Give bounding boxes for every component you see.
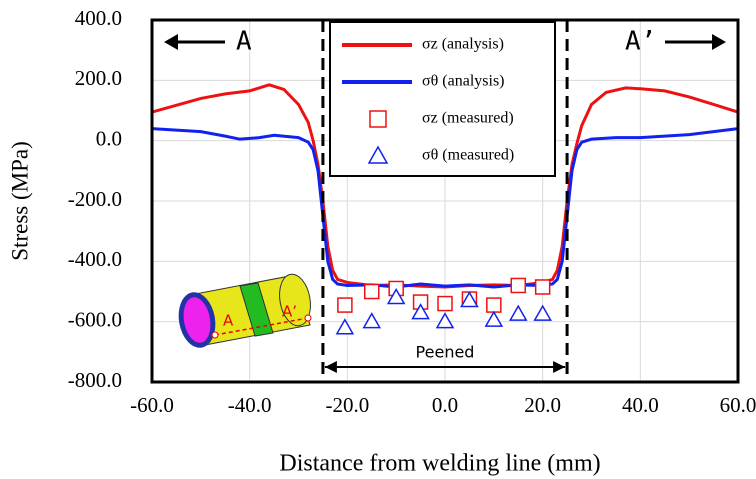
triangle-marker	[460, 291, 479, 308]
square-marker	[510, 277, 526, 294]
arrow-head	[712, 34, 726, 50]
triangle-marker	[386, 288, 406, 305]
square-marker	[337, 297, 353, 313]
square-marker	[437, 295, 453, 312]
legend-label: σθ (measured)	[422, 147, 514, 164]
x-axis-label: Distance from welding line (mm)	[279, 451, 600, 477]
line-series	[151, 127, 739, 289]
y-tick-label: -600.0	[68, 307, 122, 331]
y-tick-label: 0.0	[96, 126, 122, 150]
x-tick-label: -20.0	[325, 393, 369, 417]
y-tick-label: -200.0	[68, 187, 122, 211]
legend-label: σz (analysis)	[422, 36, 504, 53]
y-tick-label: 200.0	[75, 66, 122, 90]
x-tick-label: 20.0	[524, 393, 561, 417]
x-tick-label: 0.0	[432, 393, 458, 417]
legend: σz (analysis) σθ (analysis) σz (measured) σ…	[329, 21, 556, 177]
a-prime-label: A’	[625, 27, 656, 57]
square-marker	[486, 297, 502, 313]
triangle-marker	[411, 303, 430, 320]
x-tick-label: -40.0	[228, 393, 272, 417]
annotations: Peened A A’	[164, 20, 726, 382]
triangle-marker	[484, 310, 504, 327]
y-tick-label: 400.0	[75, 6, 122, 30]
square-marker	[364, 283, 380, 300]
inset-label: A’	[282, 303, 297, 321]
y-tick-label: -400.0	[68, 247, 122, 271]
x-tick-label: 40.0	[622, 393, 659, 417]
legend-label: σθ (analysis)	[422, 73, 505, 90]
triangle-marker	[335, 318, 355, 335]
arrow-head	[324, 361, 337, 373]
legend-box	[329, 21, 556, 177]
x-tick-label: 60.0	[720, 393, 756, 417]
arrow-head	[553, 361, 566, 373]
triangle-marker	[362, 312, 382, 329]
y-axis-label: Stress (MPa)	[7, 141, 32, 260]
data-layer	[151, 83, 739, 335]
peened-label: Peened	[416, 343, 475, 362]
inset-label: A	[223, 312, 234, 330]
legend-label: σz (measured)	[422, 110, 514, 127]
square-marker	[534, 279, 551, 295]
y-tick-label: -800.0	[68, 368, 122, 392]
legend-swatch	[367, 145, 389, 164]
a-label: A	[236, 27, 252, 57]
x-tick-label: -60.0	[130, 393, 174, 417]
triangle-marker	[435, 312, 455, 329]
legend-swatch	[369, 110, 387, 128]
plot-frame	[150, 18, 740, 384]
inset-image: A A’	[178, 273, 312, 348]
triangle-marker	[533, 304, 552, 321]
arrow-head	[164, 34, 178, 50]
triangle-marker	[508, 304, 528, 321]
